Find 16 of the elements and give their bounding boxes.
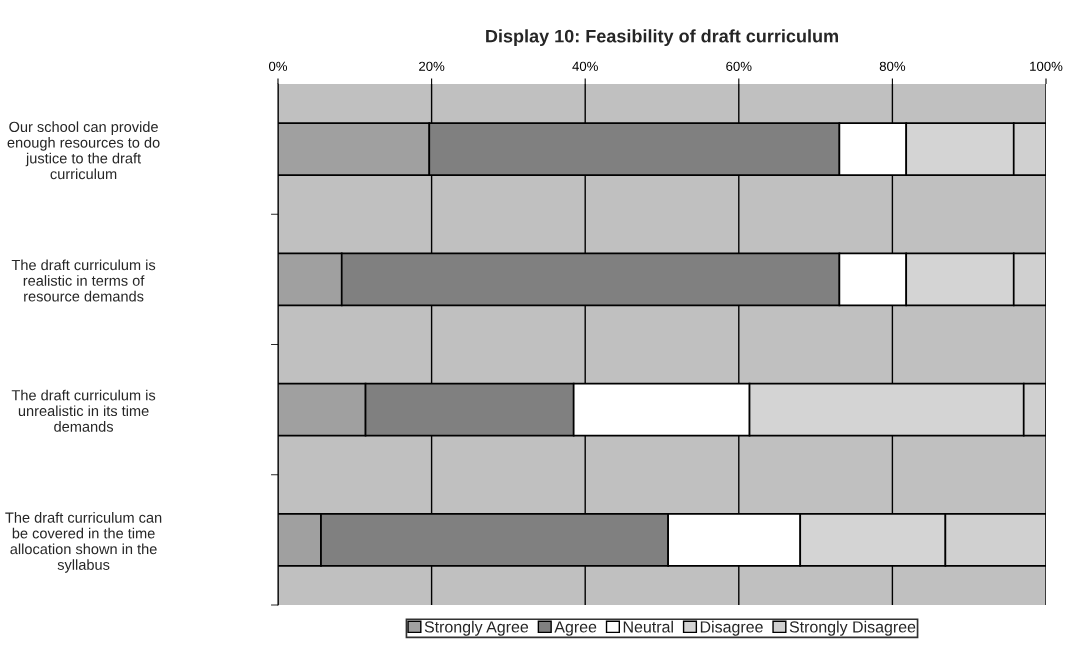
y-tick-label: The draft curriculum can be covered in the time allocation shown in the syllabus — [5, 512, 162, 573]
legend-label: Agree — [554, 621, 597, 636]
x-tick-label: 0% — [268, 61, 288, 71]
x-tick-label: 40% — [572, 61, 598, 71]
chart-title: Display 10: Feasibility of draft curriculum — [486, 29, 838, 47]
legend-label: Strongly Disagree — [789, 620, 916, 636]
legend-label: Strongly Agree — [424, 620, 529, 636]
y-tick-label: The draft curriculum is realistic in terms of resource demands — [11, 259, 156, 302]
x-tick-label: 100% — [1030, 61, 1063, 71]
x-tick-label: 60% — [726, 61, 752, 71]
y-tick-label: Our school can provide enough resources to do justice to the draft curriculum — [7, 121, 160, 180]
legend-label: Disagree — [700, 620, 763, 636]
legend-label: Neutral — [623, 620, 673, 633]
y-tick-label: The draft curriculum is unrealistic in its time demands — [11, 389, 156, 432]
x-tick-label: 80% — [879, 61, 906, 71]
x-tick-label: 20% — [419, 61, 445, 71]
